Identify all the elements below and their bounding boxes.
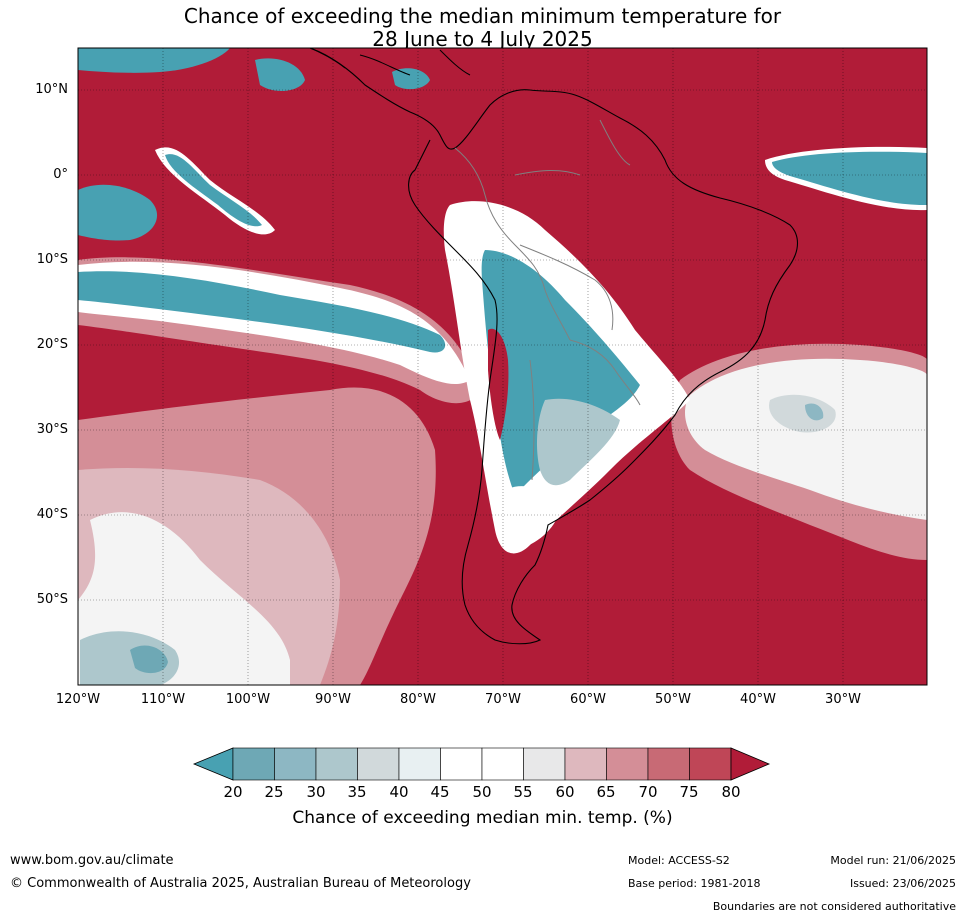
colorbar-label: Chance of exceeding median min. temp. (%…: [292, 808, 673, 828]
lon-label-50w: 50°W: [655, 692, 691, 707]
lat-label-10n: 10°N: [35, 82, 68, 97]
colorbar-tick-75: 75: [679, 783, 699, 801]
map-title-line1: Chance of exceeding the median minimum t…: [183, 4, 782, 28]
colorbar-tick-80: 80: [721, 783, 741, 801]
south-atlantic-white: [685, 358, 927, 520]
lon-label-70w: 70°W: [485, 692, 521, 707]
lon-label-30w: 30°W: [825, 692, 861, 707]
colorbar-segment: [606, 747, 649, 781]
colorbar-tick-70: 70: [638, 783, 658, 801]
colorbar-tick-25: 25: [264, 783, 284, 801]
colorbar-tick-35: 35: [347, 783, 367, 801]
lon-label-90w: 90°W: [315, 692, 351, 707]
lat-label-10s: 10°S: [36, 252, 68, 267]
base-period-text: Base period: 1981-2018: [628, 877, 761, 890]
top-left-blue-2: [255, 58, 305, 92]
lon-label-120w: 120°W: [55, 692, 101, 707]
south-america-coastline: [309, 48, 799, 645]
colorbar-tick-30: 30: [306, 783, 326, 801]
colorbar-segment: [398, 747, 441, 781]
south-atlantic-faint-blue: [769, 394, 836, 433]
disclaimer-text: Boundaries are not considered authoritat…: [712, 900, 956, 913]
map-title-line2: 28 June to 4 July 2025: [372, 27, 593, 51]
atlantic-equator-blue-core: [772, 151, 927, 206]
continent-light-blue: [537, 398, 620, 486]
copyright-text: © Commonwealth of Australia 2025, Austra…: [10, 876, 471, 891]
colorbar-segment: [357, 747, 400, 781]
colorbar-segment: [481, 747, 524, 781]
lat-label-20s: 20°S: [36, 337, 68, 352]
map-frame: [77, 47, 928, 686]
lon-label-80w: 80°W: [400, 692, 436, 707]
colorbar-tick-45: 45: [430, 783, 450, 801]
patagonia-white: [502, 486, 560, 548]
lon-label-100w: 100°W: [225, 692, 271, 707]
nw-pacific-blue: [78, 184, 158, 241]
lat-label-0: 0°: [53, 167, 68, 182]
colorbar-segment: [440, 747, 483, 781]
lat-label-50s: 50°S: [36, 592, 68, 607]
colorbar-segment: [689, 747, 732, 781]
top-left-blue: [78, 48, 230, 73]
gridlines: [78, 48, 927, 685]
lon-label-110w: 110°W: [140, 692, 186, 707]
colorbar-tick-20: 20: [223, 783, 243, 801]
colorbar-extend-high: [730, 747, 771, 781]
website-link[interactable]: www.bom.gov.au/climate: [10, 853, 174, 868]
lon-label-40w: 40°W: [740, 692, 776, 707]
colorbar-tick-55: 55: [513, 783, 533, 801]
model-run-text: Model run: 21/06/2025: [830, 854, 956, 867]
lat-label-30s: 30°S: [36, 422, 68, 437]
colorbar-tick-40: 40: [389, 783, 409, 801]
colorbar: [192, 747, 771, 781]
colorbar-extend-low: [192, 747, 234, 781]
issued-text: Issued: 23/06/2025: [849, 877, 956, 890]
colorbar-segment: [564, 747, 607, 781]
colorbar-segment: [232, 747, 275, 781]
colorbar-tick-60: 60: [555, 783, 575, 801]
colorbar-segment: [315, 747, 358, 781]
lon-label-60w: 60°W: [570, 692, 606, 707]
country-borders: [454, 119, 641, 481]
colorbar-tick-65: 65: [596, 783, 616, 801]
south-atlantic-blue-spot: [805, 403, 824, 421]
pacific-blue-band: [78, 271, 446, 353]
colorbar-segment: [647, 747, 690, 781]
colorbar-tick-50: 50: [472, 783, 492, 801]
colorbar-segment: [523, 747, 566, 781]
continent-blue-core: [481, 250, 640, 495]
caribbean-blue: [392, 68, 430, 90]
lat-label-40s: 40°S: [36, 507, 68, 522]
model-text: Model: ACCESS-S2: [628, 854, 730, 867]
colorbar-segment: [274, 747, 317, 781]
central-america-coast: [309, 48, 471, 76]
sw-ocean-blue-spot: [130, 645, 168, 674]
nw-pacific-streak-blue: [165, 154, 262, 227]
